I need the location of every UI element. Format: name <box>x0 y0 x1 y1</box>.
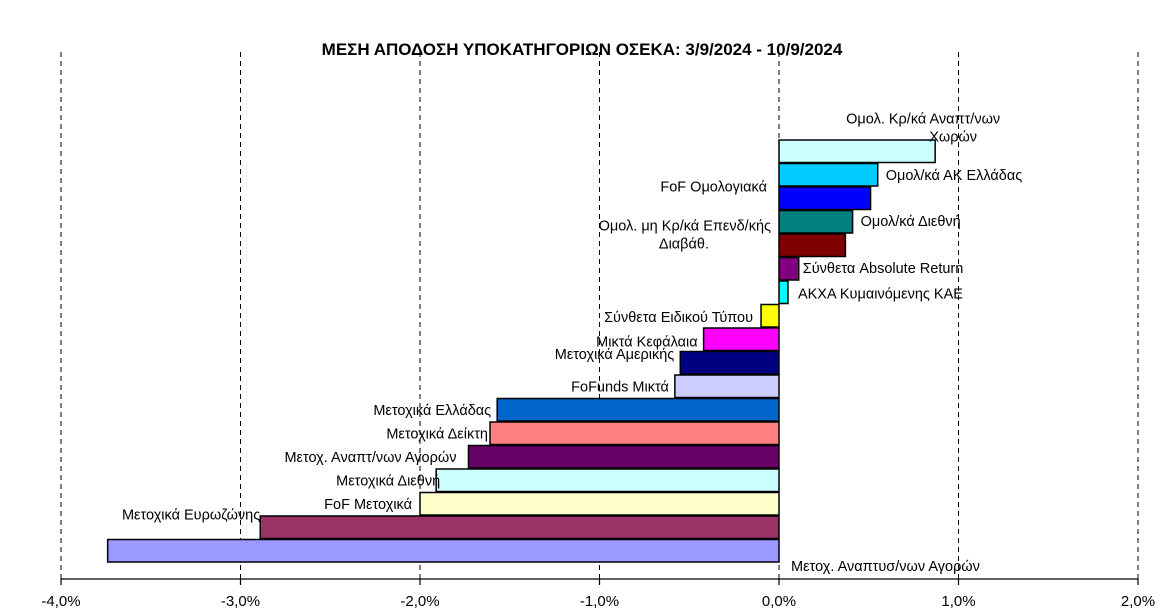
bar <box>419 491 780 516</box>
bar-label-line: Μετοχικά Ευρωζώνης <box>122 507 260 523</box>
x-axis: -4,0% -3,0% -2,0% -1,0% 0,0% 1,0% 2,0% <box>41 578 1155 610</box>
bar-label-line: Μετοχικά Διεθνή <box>336 473 440 489</box>
bar <box>778 162 879 187</box>
bar-label: FoF Μετοχικά <box>324 497 412 513</box>
bar <box>679 350 780 375</box>
bar <box>778 186 872 211</box>
bar-label-line: Μετοχικά Ελλάδας <box>373 403 491 419</box>
bars <box>106 139 936 563</box>
bar <box>778 233 847 258</box>
bar <box>674 374 780 399</box>
bar-label-line: Μετοχ. Αναπτ/νων Αγορών <box>284 450 456 466</box>
bar <box>778 209 854 234</box>
bar <box>760 303 780 328</box>
bar-label: Ομολ/κά ΑΚ Ελλάδας <box>886 168 1023 184</box>
bar <box>467 444 780 469</box>
bar-label: Μετοχικά Δείκτη <box>386 426 488 442</box>
bar-label: Ομολ. μη Κρ/κά Επενδ/κής Διαβάθ. <box>599 218 771 252</box>
bar-label-line: Διαβάθ. <box>659 236 709 252</box>
bar <box>489 421 780 446</box>
bar-label: Μετοχικά Διεθνή <box>336 473 440 489</box>
bar <box>259 515 780 540</box>
bar-label-line: FoFunds Μικτά <box>571 379 669 395</box>
bar-label-line: Ομολ/κά ΑΚ Ελλάδας <box>886 168 1023 184</box>
bar-label-line: Ομολ. μη Κρ/κά Επενδ/κής <box>599 218 771 234</box>
x-tick-label: -1,0% <box>580 593 619 610</box>
bar-label-line: Ομολ. Κρ/κά Αναπτ/νων <box>846 111 1000 127</box>
bar-label: FoFunds Μικτά <box>571 379 669 395</box>
bar-label: Σύνθετα Ειδικού Τύπου <box>604 310 753 326</box>
bar-label-line: ΑΚΧΑ Κυμαινόμενης ΚΑΕ <box>798 286 963 302</box>
bar-label-line: Μετοχικά Δείκτη <box>386 426 488 442</box>
bar-label-line: FoF Μετοχικά <box>324 497 412 513</box>
bar-labels: Ομολ. Κρ/κά Αναπτ/νων Χωρών Ομολ/κά ΑΚ Ελλ… <box>122 111 1022 575</box>
bar-label: Μικτά Κεφάλαια <box>596 334 697 350</box>
x-tick-label: -4,0% <box>41 593 80 610</box>
x-tick-label: 1,0% <box>941 593 975 610</box>
bar <box>496 397 780 422</box>
bar-label-line: FoF Ομολογιακά <box>660 179 767 195</box>
x-tick-label: 2,0% <box>1121 593 1155 610</box>
bar-label: FoF Ομολογιακά <box>660 179 767 195</box>
x-tick-label: 0,0% <box>762 593 796 610</box>
bar <box>435 468 780 493</box>
bar <box>778 139 936 164</box>
bar <box>778 280 789 305</box>
bar-label-line: Ομολ/κά Διεθνή <box>861 214 961 230</box>
bar <box>778 256 800 281</box>
bar-label-line: Σύνθετα Absolute Return <box>803 261 964 277</box>
bar-label: Μετοχικά Αμερικής <box>555 347 675 363</box>
bar-label: Μετοχ. Αναπτυσ/νων Αγορών <box>791 559 980 575</box>
bar <box>106 538 780 563</box>
bar-label-line: Σύνθετα Ειδικού Τύπου <box>604 310 753 326</box>
bar-label-line: Μετοχ. Αναπτυσ/νων Αγορών <box>791 559 980 575</box>
bar-label-line: Χωρών <box>929 129 977 145</box>
bar-label: Σύνθετα Absolute Return <box>803 261 964 277</box>
x-tick-label: -3,0% <box>221 593 260 610</box>
x-tick-label: -2,0% <box>400 593 439 610</box>
bar <box>702 327 780 352</box>
bar-label: Μετοχικά Ελλάδας <box>373 403 491 419</box>
chart-title: ΜΕΣΗ ΑΠΟΔΟΣΗ ΥΠΟΚΑΤΗΓΟΡΙΩΝ ΟΣΕΚΑ: 3/9/20… <box>322 40 843 59</box>
bar-label: ΑΚΧΑ Κυμαινόμενης ΚΑΕ <box>798 286 963 302</box>
bar-label-line: Μικτά Κεφάλαια <box>596 334 697 350</box>
bar-label-line: Μετοχικά Αμερικής <box>555 347 675 363</box>
bar-label: Ομολ. Κρ/κά Αναπτ/νων Χωρών <box>846 111 1000 145</box>
bar-label: Ομολ/κά Διεθνή <box>861 214 961 230</box>
bar-label: Μετοχ. Αναπτ/νων Αγορών <box>284 450 456 466</box>
bar-label: Μετοχικά Ευρωζώνης <box>122 507 260 523</box>
